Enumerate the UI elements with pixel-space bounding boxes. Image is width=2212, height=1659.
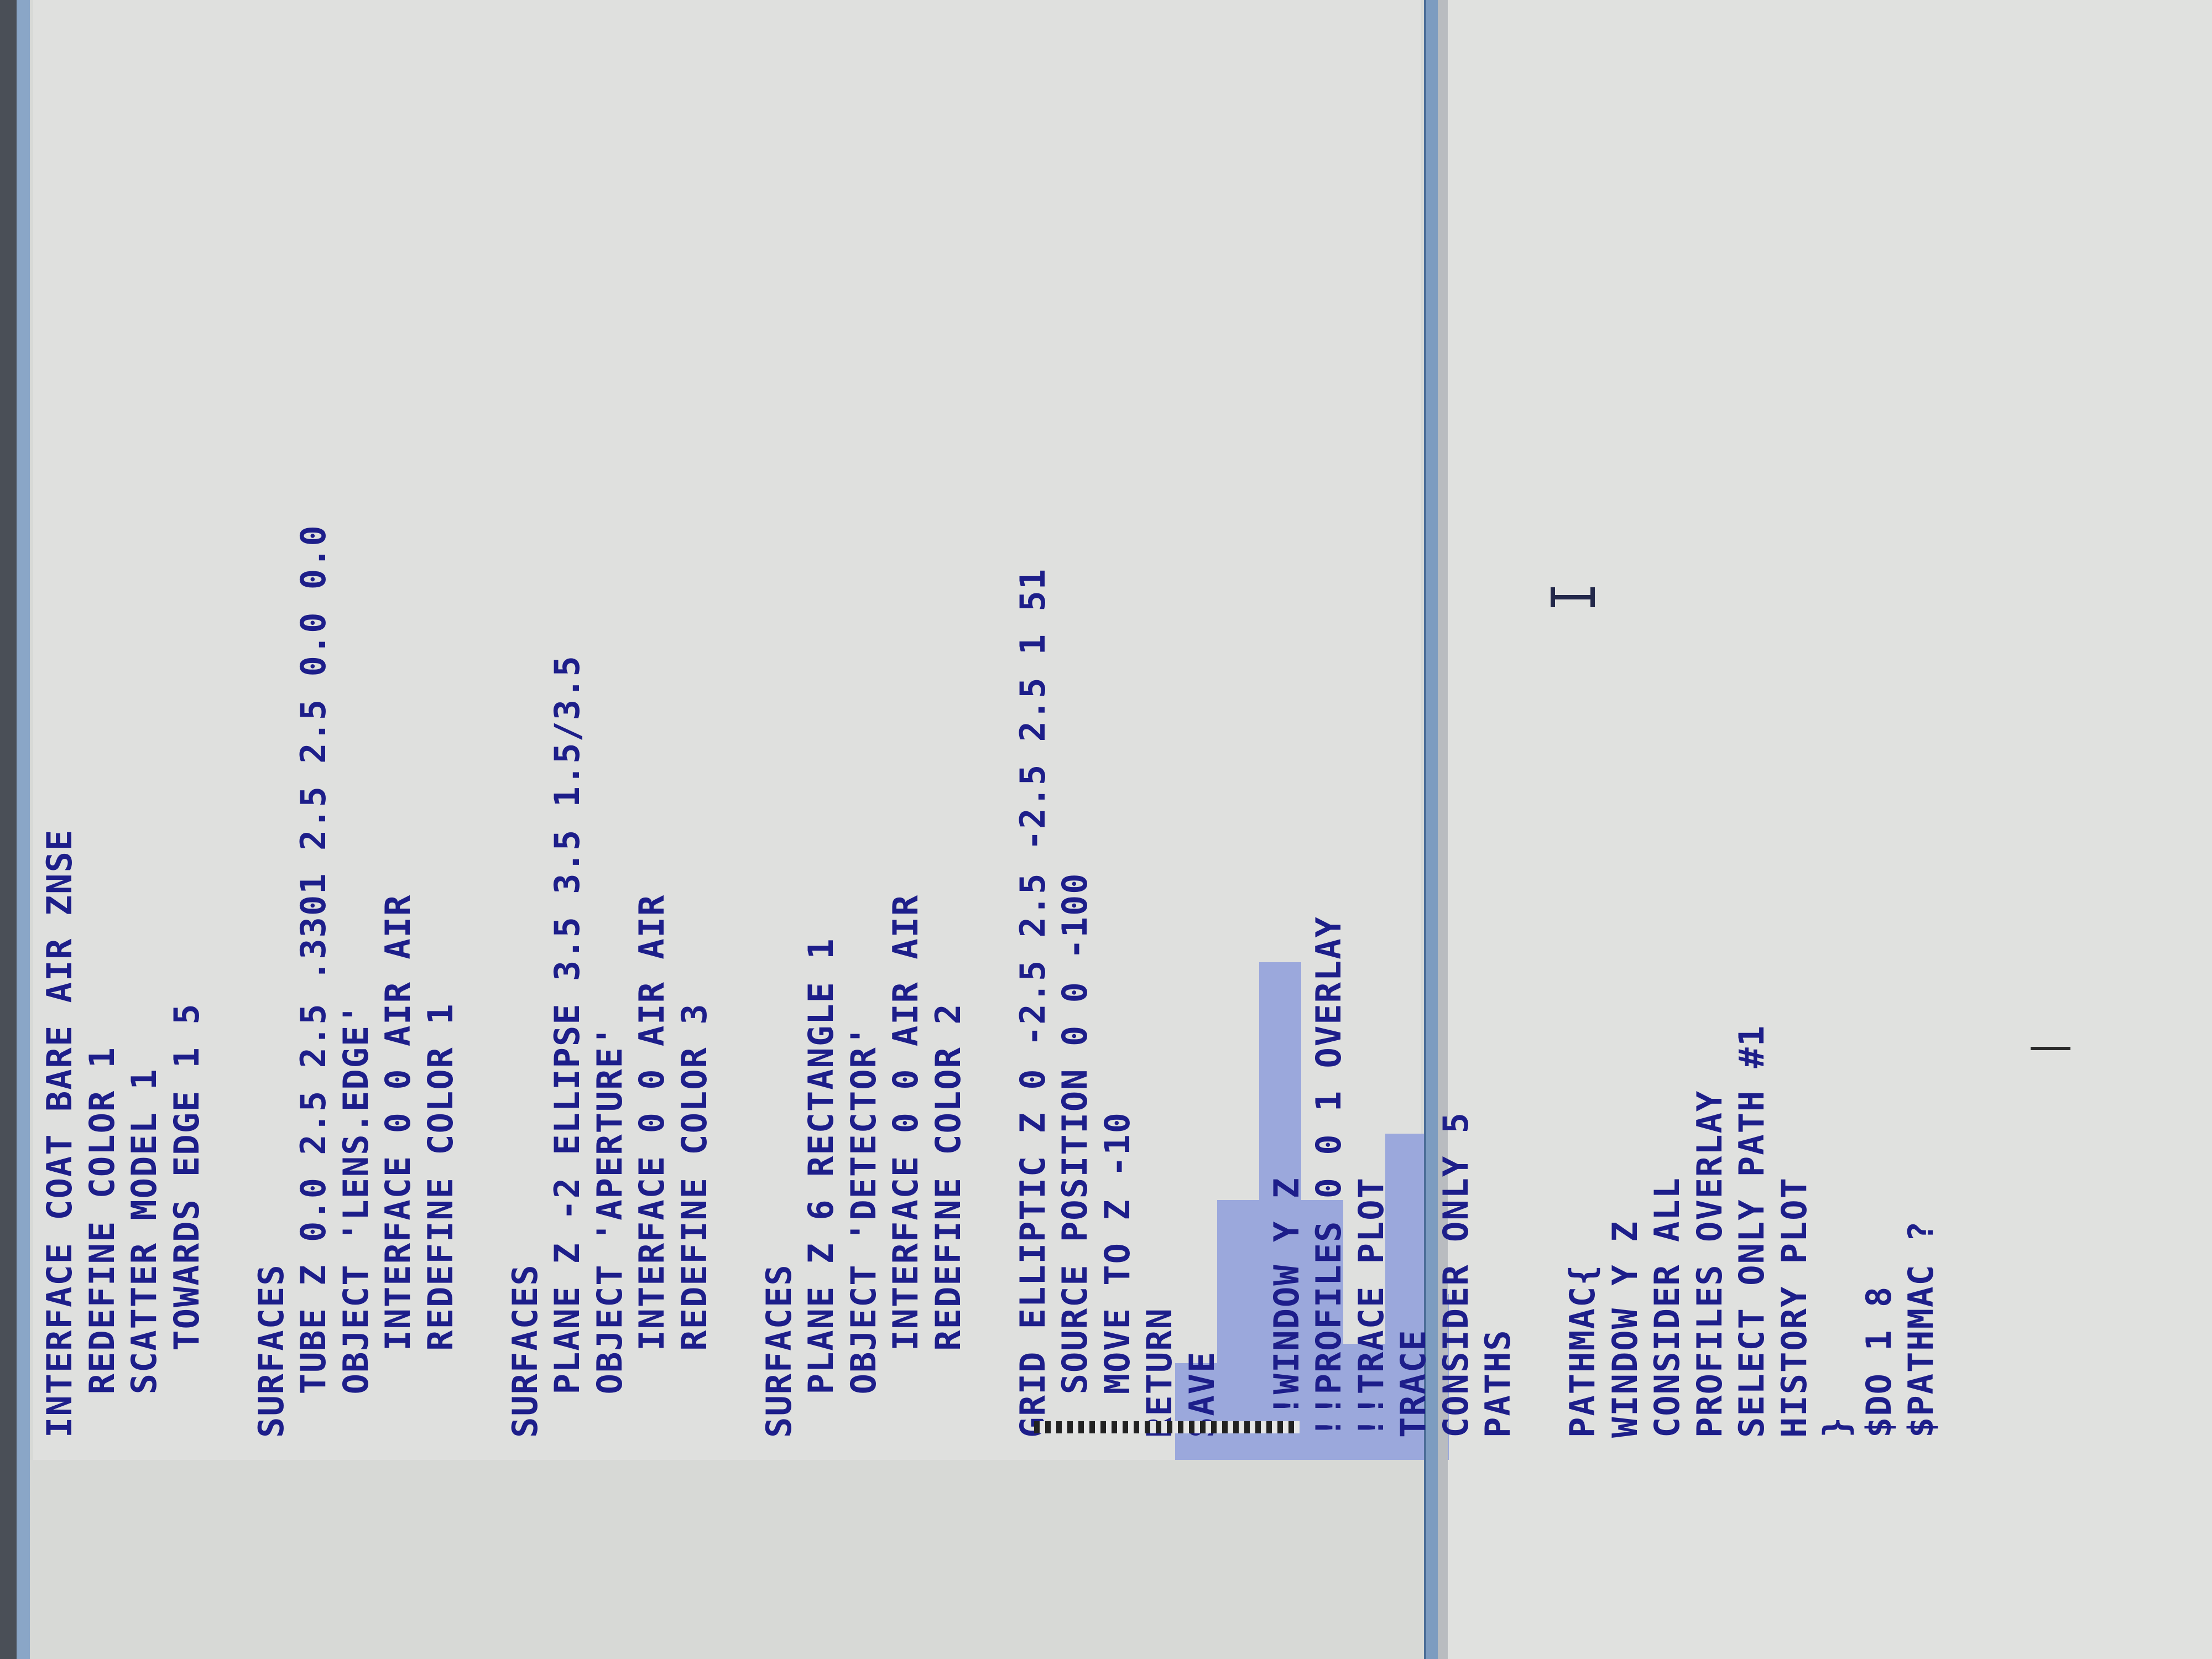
code-line[interactable]: SURFACES (251, 1264, 291, 1438)
code-line[interactable]: SURFACES (504, 1264, 545, 1438)
code-line[interactable]: HISTORY PLOT (1773, 1177, 1814, 1438)
code-line[interactable]: OBJECT 'DETECTOR' (843, 1024, 884, 1438)
code-line[interactable]: !!PROFILES 0 0 1 OVERLAY (1308, 916, 1349, 1438)
dashed-drag-marker (1034, 1421, 1300, 1433)
code-line[interactable]: !!WINDOW Y Z (1266, 1177, 1307, 1438)
code-line[interactable]: PROFILES OVERLAY (1689, 1089, 1730, 1438)
code-line[interactable]: !!TRACE PLOT (1350, 1177, 1391, 1438)
code-line[interactable]: REDEFINE COLOR 1 (420, 1003, 461, 1438)
editor-window (17, 0, 1511, 1659)
mouse-ibeam-cursor (1551, 595, 1595, 599)
code-line[interactable]: CONSIDER ALL (1647, 1177, 1687, 1438)
code-line[interactable]: RETURN (1139, 1307, 1180, 1438)
text-editor-area[interactable] (33, 0, 1511, 1460)
code-line[interactable]: SURFACES (758, 1264, 799, 1438)
code-line[interactable]: INTERFACE COAT BARE AIR ZNSE (39, 828, 80, 1438)
code-line[interactable]: TUBE Z 0.0 2.5 2.5 .3301 2.5 2.5 0.0 0.0 (293, 524, 333, 1438)
code-line[interactable]: REDEFINE COLOR 1 (81, 1046, 122, 1438)
code-line[interactable]: OBJECT 'LENS.EDGE' (335, 1003, 376, 1438)
code-line[interactable]: PLANE Z 6 RECTANGLE 1 (801, 937, 841, 1438)
window-frame-top (17, 0, 30, 1659)
code-line[interactable]: SCATTER MODEL 1 (124, 1068, 164, 1438)
code-lines[interactable] (33, 0, 1511, 1460)
code-line[interactable]: CONSIDER ONLY 5 (1435, 1112, 1476, 1438)
code-line[interactable]: REDEFINE COLOR 3 (674, 1003, 714, 1438)
code-line[interactable]: TOWARDS EDGE 1 5 (166, 1003, 207, 1438)
code-line[interactable]: } (1816, 1416, 1856, 1438)
code-line[interactable]: INTERFACE 0 0 AIR AIR (378, 894, 418, 1438)
code-line[interactable]: TRACE (1393, 1329, 1433, 1438)
code-line[interactable]: PATHMAC{ (1562, 1264, 1603, 1438)
code-line[interactable]: SELECT ONLY PATH #1 (1731, 1024, 1772, 1438)
code-line[interactable]: $PATHMAC ? (1901, 1220, 1941, 1438)
code-line[interactable]: MOVE TO Z -10 (1097, 1112, 1138, 1438)
code-line[interactable]: PLANE Z -2 ELLIPSE 3.5 3.5 1.5/3.5 (547, 655, 587, 1438)
code-line[interactable]: SOURCE POSITION 0 0 -100 (1055, 872, 1095, 1438)
code-line[interactable]: GRID ELLIPTIC Z 0 -2.5 2.5 -2.5 2.5 1 51 (1012, 567, 1053, 1438)
code-line[interactable]: INTERFACE 0 0 AIR AIR (885, 894, 926, 1438)
code-line[interactable]: INTERFACE 0 0 AIR AIR (632, 894, 672, 1438)
code-line[interactable]: $DO 1 8 (1858, 1285, 1899, 1438)
text-caret (2031, 1047, 2070, 1050)
code-line[interactable]: REDEFINE COLOR 2 (927, 1003, 968, 1438)
monitor-bezel (0, 0, 17, 1659)
code-line[interactable]: PATHS (1478, 1329, 1518, 1438)
code-line[interactable]: WINDOW Y Z (1604, 1220, 1645, 1438)
code-line[interactable]: OBJECT 'APERTURE' (589, 1024, 630, 1438)
